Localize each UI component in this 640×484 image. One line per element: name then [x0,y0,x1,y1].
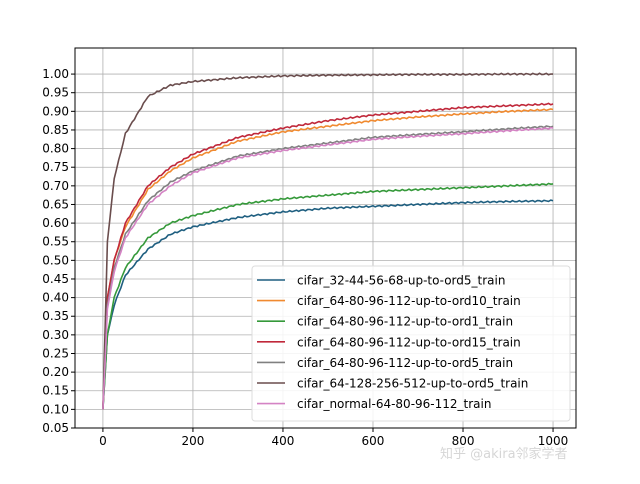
series-line-3 [102,102,554,410]
legend: cifar_32-44-56-68-up-to-ord5_train cifar_… [251,265,571,422]
x-axis: 0 200 400 600 800 1000 [99,428,568,448]
x-tick-label: 1000 [538,434,569,448]
y-tick-label: 0.05 [42,421,69,435]
x-tick-label: 800 [452,434,475,448]
y-tick-label: 0.35 [42,309,69,323]
series-line-0 [102,199,554,410]
y-tick-label: 0.50 [42,253,69,267]
series-lines [102,72,554,410]
series-line-1 [102,108,554,410]
y-tick-label: 0.25 [42,346,69,360]
legend-label: cifar_64-80-96-112-up-to-ord1_train [297,315,513,329]
x-tick-label: 0 [99,434,107,448]
y-tick-label: 0.85 [42,123,69,137]
y-tick-label: 0.70 [42,179,69,193]
y-tick-label: 0.10 [42,402,69,416]
plot-frame [74,47,577,429]
y-tick-label: 0.75 [42,160,69,174]
y-tick-label: 0.95 [42,86,69,100]
series-line-5 [102,72,554,410]
y-tick-label: 0.15 [42,384,69,398]
y-tick-label: 0.40 [42,291,69,305]
y-tick-label: 0.30 [42,328,69,342]
y-tick-label: 0.60 [42,216,69,230]
series-line-2 [102,182,554,410]
legend-label: cifar_64-80-96-112-up-to-ord15_train [297,335,521,349]
x-tick-label: 200 [181,434,204,448]
legend-label: cifar_32-44-56-68-up-to-ord5_train [297,274,505,288]
y-axis: 0.05 0.10 0.15 0.20 0.25 0.30 0.35 0.40 0.45 0.50… [42,67,75,435]
y-tick-label: 0.20 [42,365,69,379]
y-tick-label: 0.80 [42,142,69,156]
legend-label: cifar_normal-64-80-96-112_train [297,397,491,411]
x-tick-label: 400 [272,434,295,448]
y-tick-label: 1.00 [42,67,69,81]
series-line-6 [102,126,554,410]
x-tick-label: 600 [362,434,385,448]
y-tick-label: 0.55 [42,235,69,249]
y-tick-label: 0.65 [42,197,69,211]
legend-label: cifar_64-80-96-112-up-to-ord5_train [297,356,513,370]
y-tick-label: 0.45 [42,272,69,286]
legend-box [251,265,571,422]
legend-label: cifar_64-80-96-112-up-to-ord10_train [297,294,521,308]
y-tick-label: 0.90 [42,104,69,118]
legend-label: cifar_64-128-256-512-up-to-ord5_train [297,377,528,391]
watermark: 知乎 @akira邻家学者 [440,446,568,462]
